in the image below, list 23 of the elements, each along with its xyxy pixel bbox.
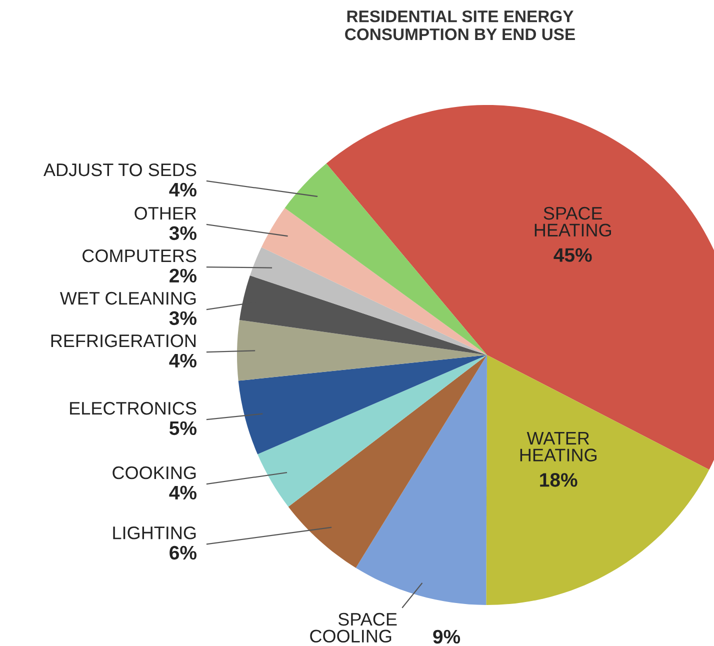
slice-label: OTHER	[134, 206, 196, 220]
slice-label: SPACE HEATING	[534, 206, 611, 237]
data-label: 2%	[170, 268, 196, 283]
slice-label: REFRIGERATION	[51, 334, 196, 348]
data-label: 45%	[554, 248, 592, 262]
data-label: 5%	[169, 421, 196, 436]
data-label: 3%	[169, 311, 196, 326]
data-label: 4%	[169, 182, 196, 197]
slice-label: COMPUTERS	[82, 249, 196, 262]
data-label: 6%	[170, 546, 196, 560]
slice-label: ADJUST TO SEDS	[43, 163, 196, 176]
slice-label: ELECTRONICS	[70, 402, 196, 415]
slice-label: WATER HEATING	[520, 432, 596, 462]
data-label: 3%	[169, 226, 196, 240]
data-label: 18%	[540, 473, 578, 487]
data-label: 9%	[433, 630, 460, 644]
slice-label: SPACE COOLING	[310, 612, 397, 643]
slice-label: LIGHTING	[113, 526, 196, 540]
data-label: 4%	[169, 354, 196, 368]
slice-label: COOKING	[112, 466, 196, 480]
chart-title: RESIDENTIAL SITE ENERGY CONSUMPTION BY END USE	[345, 10, 575, 40]
data-label: 4%	[169, 486, 196, 500]
slice-label: WET CLEANING	[60, 292, 196, 305]
